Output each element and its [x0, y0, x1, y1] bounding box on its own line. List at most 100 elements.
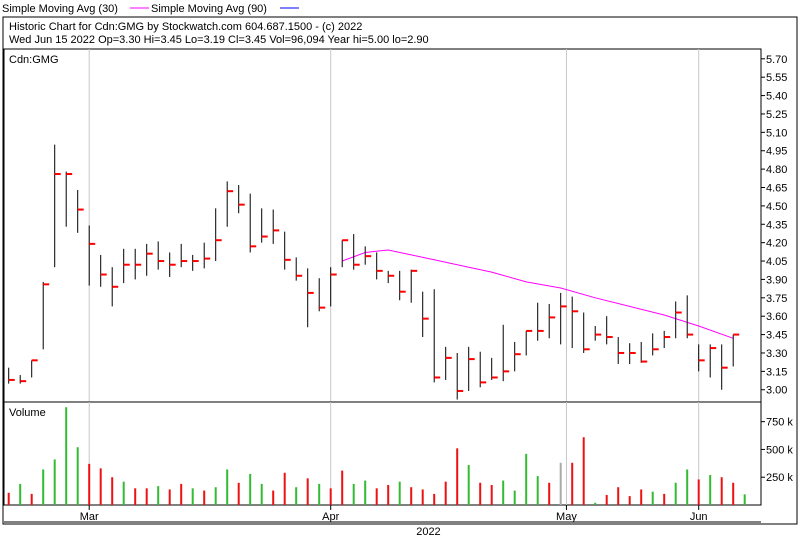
price-y-tick-label: 3.15	[766, 366, 787, 378]
volume-bar	[214, 487, 217, 505]
price-bar	[226, 181, 234, 227]
volume-bar	[260, 483, 263, 505]
price-bar	[663, 330, 671, 349]
price-bar	[238, 185, 245, 214]
price-bar	[629, 343, 636, 365]
price-y-tick-label: 5.10	[766, 127, 787, 139]
price-bar	[594, 326, 602, 341]
price-bar	[353, 234, 360, 270]
volume-bar	[513, 490, 516, 505]
volume-panel: Volume 750 k 500 k 250 k	[3, 401, 793, 506]
volume-bar	[364, 480, 367, 505]
price-plot-area	[3, 48, 762, 403]
volume-bar	[594, 502, 597, 505]
volume-bar	[226, 469, 229, 505]
price-bar	[479, 351, 487, 388]
price-bar	[571, 296, 579, 349]
price-bar	[686, 295, 694, 339]
legend: Simple Moving Avg (30) Simple Moving Avg…	[2, 3, 299, 15]
price-bar	[203, 242, 211, 269]
price-y-tick-label: 3.60	[766, 311, 787, 323]
price-bar	[284, 231, 291, 270]
volume-bar	[433, 493, 436, 505]
price-bar	[617, 337, 625, 365]
price-y-tick-label: 4.20	[766, 238, 787, 250]
price-bar	[307, 268, 314, 328]
price-y-tick-label: 3.30	[766, 348, 787, 360]
price-bar	[31, 359, 38, 378]
volume-bar	[168, 489, 171, 505]
volume-bar	[640, 489, 643, 505]
volume-y-axis: 750 k 500 k 250 k	[761, 417, 793, 484]
price-y-tick-label: 4.50	[766, 201, 787, 213]
price-bar	[134, 248, 142, 280]
price-bar	[146, 243, 153, 276]
price-y-tick-label: 5.25	[766, 109, 787, 121]
volume-bar	[444, 481, 447, 505]
price-bar	[445, 346, 452, 380]
volume-bar	[387, 485, 390, 505]
volume-bar	[674, 482, 677, 505]
price-bar	[42, 281, 50, 350]
month-label: Apr	[322, 511, 339, 523]
price-y-tick-label: 3.90	[766, 274, 787, 286]
volume-bar	[421, 489, 424, 505]
volume-bar	[203, 490, 206, 505]
price-bar	[54, 144, 61, 268]
legend-sma90-label: Simple Moving Avg (90)	[151, 3, 267, 15]
price-bar	[721, 344, 728, 390]
volume-bar	[318, 483, 321, 505]
volume-bar	[697, 479, 700, 505]
volume-panel-title: Volume	[9, 407, 46, 419]
price-bar	[502, 324, 510, 382]
volume-bar	[617, 487, 620, 505]
price-y-tick-label: 4.65	[766, 183, 787, 195]
volume-bar	[605, 495, 608, 505]
price-bar	[192, 254, 199, 271]
price-bar	[560, 292, 567, 345]
volume-bar	[283, 472, 286, 505]
price-y-tick-label: 3.75	[766, 293, 787, 305]
price-y-tick-label: 4.05	[766, 256, 787, 268]
price-bar	[65, 171, 73, 227]
price-bar	[399, 270, 406, 301]
header-stats: Wed Jun 15 2022 Op=3.30 Hi=3.45 Lo=3.19 …	[9, 34, 429, 46]
price-bar	[525, 329, 533, 356]
volume-bar	[456, 448, 459, 505]
volume-bar	[145, 488, 148, 505]
price-bars	[8, 144, 740, 400]
volume-y-tick-label: 750 k	[766, 417, 793, 429]
price-bar	[468, 346, 475, 391]
price-bar	[422, 291, 429, 338]
volume-bar	[536, 476, 539, 505]
chart-header: Historic Chart for Cdn:GMG by Stockwatch…	[2, 16, 798, 525]
volume-bar	[42, 469, 45, 505]
price-y-tick-label: 5.70	[766, 54, 787, 66]
sma30-layer	[342, 249, 734, 339]
price-bar	[652, 333, 659, 356]
header-title: Historic Chart for Cdn:GMG by Stockwatch…	[9, 21, 362, 33]
month-labels: Mar Apr May Jun	[80, 505, 708, 523]
price-bar	[456, 352, 464, 400]
price-y-tick-label: 3.45	[766, 330, 787, 342]
month-label: Jun	[690, 511, 708, 523]
volume-bar	[375, 488, 378, 505]
volume-bar	[111, 477, 114, 505]
price-bar	[77, 189, 84, 233]
volume-bar	[53, 459, 56, 505]
price-bar	[88, 225, 96, 286]
price-bar	[376, 252, 383, 280]
price-bar	[709, 344, 717, 378]
volume-bar	[548, 482, 551, 505]
volume-bar	[88, 463, 91, 505]
volume-bar	[732, 482, 735, 505]
volume-bar	[272, 490, 275, 505]
volume-bar	[329, 488, 332, 505]
volume-bar	[352, 483, 355, 505]
volume-bar	[134, 488, 137, 505]
price-bar	[249, 193, 257, 253]
price-bar	[433, 289, 441, 383]
price-bar	[19, 375, 27, 384]
volume-bar	[295, 487, 298, 505]
price-y-tick-label: 5.55	[766, 72, 787, 84]
